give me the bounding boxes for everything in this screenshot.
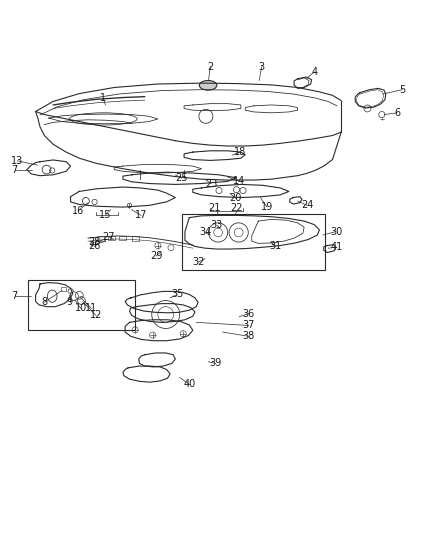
Text: 23: 23	[205, 179, 217, 189]
Text: 21: 21	[208, 203, 221, 213]
Text: 30: 30	[330, 227, 342, 237]
Text: 3: 3	[259, 61, 265, 71]
Text: 4: 4	[311, 67, 317, 77]
Text: 41: 41	[331, 243, 343, 252]
Text: 35: 35	[171, 289, 183, 300]
Text: 10: 10	[74, 303, 87, 313]
Text: 8: 8	[41, 297, 47, 308]
Text: 14: 14	[233, 176, 245, 186]
Text: 29: 29	[150, 251, 162, 261]
Bar	[28, 280, 135, 330]
Text: 1: 1	[100, 93, 106, 103]
Bar	[119, 236, 126, 240]
Text: 24: 24	[301, 200, 313, 211]
Text: 18: 18	[234, 147, 246, 157]
Text: 22: 22	[230, 203, 243, 213]
Text: 15: 15	[99, 210, 112, 220]
Text: 31: 31	[270, 240, 282, 251]
Text: 2: 2	[207, 61, 213, 71]
Text: 7: 7	[11, 291, 18, 301]
Text: 17: 17	[135, 211, 148, 221]
Text: 25: 25	[176, 173, 188, 183]
Text: 19: 19	[261, 202, 273, 212]
Text: 9: 9	[67, 297, 73, 308]
Text: 13: 13	[11, 156, 23, 166]
Text: 27: 27	[103, 232, 115, 242]
Text: 7: 7	[11, 165, 18, 175]
Text: 11: 11	[85, 303, 98, 313]
Text: 32: 32	[192, 257, 204, 267]
Text: 34: 34	[199, 228, 211, 237]
Bar	[182, 214, 325, 270]
Text: 20: 20	[230, 193, 242, 204]
Text: 37: 37	[243, 320, 255, 330]
Text: 39: 39	[209, 358, 222, 368]
Bar	[61, 287, 66, 291]
Ellipse shape	[199, 80, 217, 90]
Text: 12: 12	[90, 310, 102, 320]
Text: 38: 38	[243, 332, 255, 341]
Text: 40: 40	[183, 379, 195, 390]
Text: 5: 5	[399, 85, 406, 95]
Text: 28: 28	[88, 237, 101, 247]
Text: 36: 36	[243, 309, 255, 319]
Text: 33: 33	[211, 220, 223, 230]
Text: 16: 16	[72, 206, 85, 216]
Bar	[97, 236, 104, 241]
Bar	[132, 236, 139, 241]
Text: 26: 26	[88, 241, 101, 252]
Text: 6: 6	[394, 108, 400, 118]
Bar	[108, 236, 115, 240]
